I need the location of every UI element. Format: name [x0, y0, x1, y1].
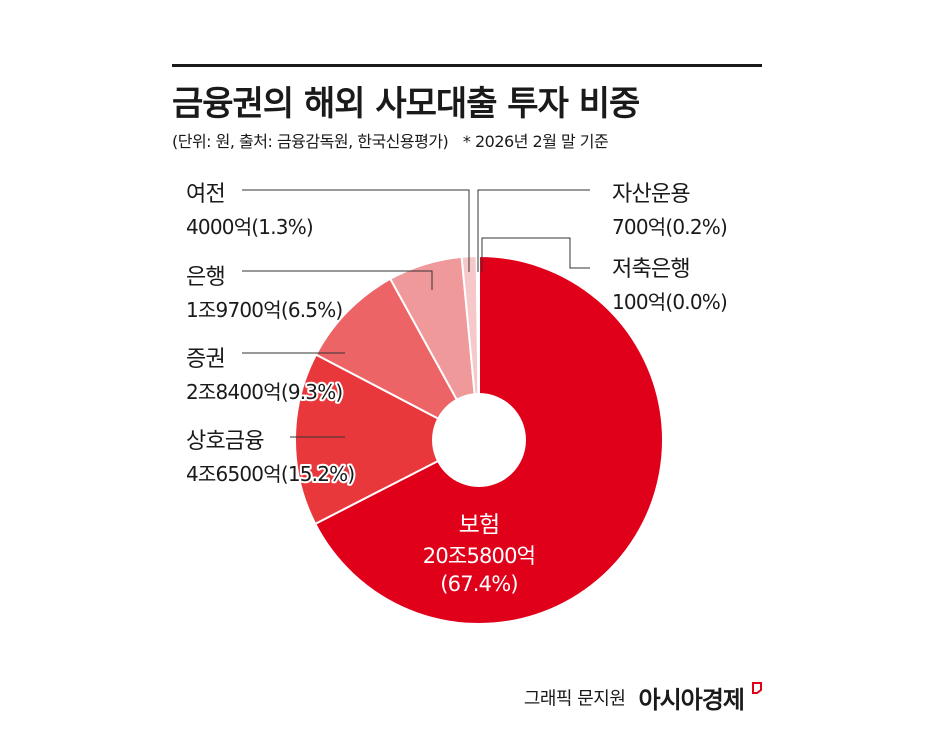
slice-label-name-3: 은행	[186, 265, 225, 290]
slice-label-amount-0: 20조5800억	[423, 544, 535, 568]
pie-slice-1	[294, 353, 482, 526]
slice-label-value-6: 100억(0.0%)	[612, 290, 727, 314]
slice-labels: 보험 20조5800억 (67.4%) 상호금융 4조6500억(15.2%) 증권 2조8…	[184, 182, 728, 596]
top-rule	[172, 64, 762, 67]
graphic-credit: 그래픽 문지원	[523, 688, 626, 710]
slice-label-name-0: 보험	[459, 512, 500, 538]
leader-line-6	[481, 237, 590, 272]
slice-label-name-2: 증권	[186, 347, 225, 372]
date-note: * 2026년 2월 말 기준	[462, 132, 609, 151]
slice-label-value-1: 4조6500억(15.2%)	[186, 462, 354, 486]
pie-slice-2	[314, 277, 482, 443]
slice-label-name-1: 상호금융	[186, 429, 264, 454]
chart-title: 금융권의 해외 사모대출 투자 비중	[172, 84, 640, 124]
donut-hole	[432, 393, 526, 487]
slice-label-name-5: 자산운용	[612, 182, 690, 207]
brand-logo: 아시아경제	[638, 686, 745, 714]
slice-label-percent-0: (67.4%)	[440, 572, 518, 596]
slice-label-value-3: 1조9700억(6.5%)	[186, 298, 342, 322]
chart-subtitle: (단위: 원, 출처: 금융감독원, 한국신용평가) * 2026년 2월 말 …	[172, 128, 609, 152]
slice-label-value-2: 2조8400억(9.3%)	[186, 380, 342, 404]
slice-label-name-4: 여전	[186, 182, 225, 207]
source-note: (단위: 원, 출처: 금융감독원, 한국신용평가)	[172, 132, 449, 151]
leader-line-4	[242, 189, 470, 272]
slice-label-value-5: 700억(0.2%)	[612, 215, 727, 239]
leader-lines	[242, 189, 590, 438]
leader-line-3	[242, 270, 433, 290]
leader-line-5	[477, 189, 590, 272]
slice-label-name-6: 저축은행	[612, 257, 690, 282]
brand-mark-icon	[752, 682, 762, 694]
footer: 그래픽 문지원 아시아경제	[524, 680, 762, 715]
slice-label-value-4: 4000억(1.3%)	[186, 215, 313, 239]
